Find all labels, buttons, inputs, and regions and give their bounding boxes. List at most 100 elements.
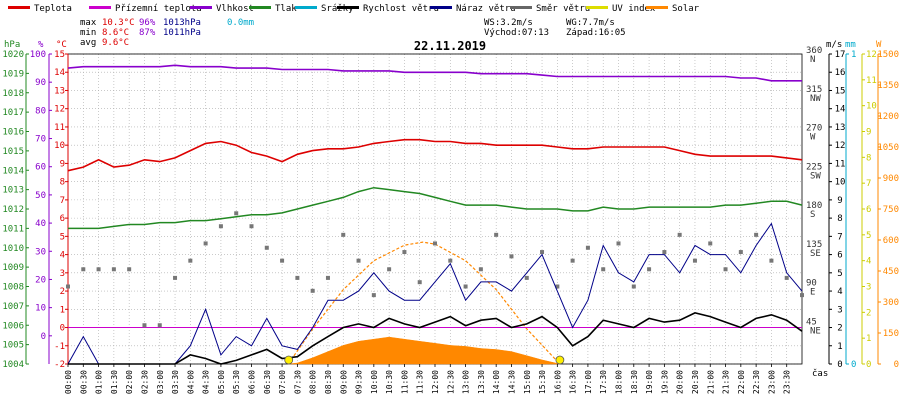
rain-unit: mm [845, 40, 856, 50]
solar-axis-tick-label: 150 [883, 329, 899, 339]
pressure-axis-tick-label: 1019 [2, 69, 24, 79]
solar-axis-tick-label: 300 [883, 298, 899, 308]
direction-point [341, 232, 346, 237]
uv-axis-tick-label: 10 [866, 102, 877, 112]
humidity-axis-tick-label: 40 [35, 219, 46, 229]
legend-label: Směr větru [536, 4, 590, 14]
stat-value: 87% [139, 28, 156, 38]
direction-point [127, 267, 132, 272]
direction-tick-label: 135 [806, 240, 822, 250]
humidity-axis-tick-label: 0 [41, 332, 46, 342]
direction-point [585, 245, 590, 250]
x-tick-label: 15:30 [538, 370, 547, 394]
series-gust [67, 222, 803, 365]
stat-value: max [80, 18, 97, 28]
legend-swatch [249, 6, 271, 9]
series-solar-clear-sky [287, 241, 561, 365]
solar-axis-tick-label: 0 [894, 360, 899, 370]
temperature-axis-tick-label: -1 [54, 342, 65, 352]
legend-label: UV index [612, 4, 656, 14]
pressure-axis-tick-label: 1008 [2, 283, 24, 293]
speed-axis-tick-label: 10 [835, 178, 846, 188]
speed-axis-tick-label: 7 [837, 232, 842, 242]
pressure-axis-tick-label: 1017 [2, 108, 24, 118]
direction-point [157, 323, 162, 328]
direction-tick-label: 225 [806, 162, 822, 172]
x-tick-label: 05:30 [232, 370, 241, 394]
x-tick-label: 00:30 [79, 370, 88, 394]
uv-axis-tick-label: 7 [866, 179, 871, 189]
temperature-axis-tick-label: 10 [54, 141, 65, 151]
stat-value: 8.6°C [102, 28, 129, 38]
x-tick-label: 12:00 [431, 370, 440, 394]
x-tick-label: 17:00 [584, 370, 593, 394]
series-temperature [67, 138, 803, 172]
x-tick-label: 02:30 [140, 370, 149, 394]
direction-tick-name: SE [810, 249, 821, 259]
temperature-axis-tick-label: 2 [60, 287, 65, 297]
temperature-axis-tick-label: 11 [54, 123, 65, 133]
temperature-axis-tick-label: 1 [60, 305, 65, 315]
direction-tick-name: W [810, 133, 816, 143]
humidity-axis-tick-label: 100 [30, 50, 46, 60]
stat-value: 1013hPa [163, 18, 201, 28]
humidity-unit: % [38, 40, 44, 50]
direction-tick-label: 360 [806, 46, 822, 56]
direction-point [555, 284, 560, 289]
solar-axis-tick-label: 900 [883, 174, 899, 184]
x-tick-label: 10:00 [370, 370, 379, 394]
x-tick-label: 13:00 [462, 370, 471, 394]
uv-axis-tick-label: 8 [866, 153, 871, 163]
x-tick-label: 02:00 [125, 370, 134, 394]
speed-axis-tick-label: 1 [837, 342, 842, 352]
speed-axis-tick-label: 16 [835, 68, 846, 78]
solar-axis-tick-label: 750 [883, 205, 899, 215]
legend-swatch [190, 6, 212, 9]
direction-point [433, 241, 437, 246]
temperature-axis-tick-label: 13 [54, 86, 65, 96]
x-tick-label: 21:00 [706, 370, 715, 394]
direction-point [310, 288, 315, 293]
x-tick-label: 08:00 [309, 370, 318, 394]
x-tick-label: 18:00 [615, 370, 624, 394]
x-tick-label: 20:30 [691, 370, 700, 394]
legend-swatch [646, 6, 668, 9]
direction-point [692, 258, 697, 263]
speed-axis-tick-label: 8 [837, 214, 842, 224]
x-tick-label: 09:30 [355, 370, 364, 394]
x-tick-label: 16:30 [569, 370, 578, 394]
uv-axis-tick-label: 4 [866, 257, 871, 267]
legend-label: Vlhkost [216, 4, 254, 14]
temperature-axis-tick-label: 4 [60, 251, 65, 261]
direction-point [325, 275, 330, 280]
pressure-axis-tick-label: 1020 [2, 50, 24, 60]
x-tick-label: 11:00 [400, 370, 409, 394]
uv-axis-tick-label: 11 [866, 76, 877, 86]
direction-point [218, 224, 223, 229]
direction-point [173, 275, 178, 280]
direction-point [723, 267, 728, 272]
x-tick-label: 18:30 [630, 370, 639, 394]
pressure-unit: hPa [4, 40, 20, 50]
stat-value: 9.6°C [102, 38, 129, 48]
humidity-axis-tick-label: 20 [35, 275, 46, 285]
x-tick-label: 14:00 [492, 370, 501, 394]
x-tick-label: 13:30 [477, 370, 486, 394]
pressure-axis-tick-label: 1015 [2, 147, 24, 157]
plot-area [66, 64, 804, 365]
x-axis-unit: čas [812, 368, 828, 379]
temperature-unit: °C [56, 40, 67, 50]
uv-axis-tick-label: 2 [866, 308, 871, 318]
speed-axis-tick-label: 12 [835, 141, 846, 151]
direction-point [96, 267, 101, 272]
uv-axis-tick-label: 12 [866, 50, 877, 60]
chart-title: 22.11.2019 [414, 39, 486, 53]
speed-axis-tick-label: 13 [835, 123, 846, 133]
pressure-axis-tick-label: 1014 [2, 166, 24, 176]
humidity-axis-tick-label: 10 [35, 304, 46, 314]
x-tick-label: 00:00 [64, 370, 73, 394]
direction-tick-name: NE [810, 326, 821, 336]
legend-label: Tlak [275, 4, 297, 14]
temperature-axis-tick-label: 5 [60, 232, 65, 242]
